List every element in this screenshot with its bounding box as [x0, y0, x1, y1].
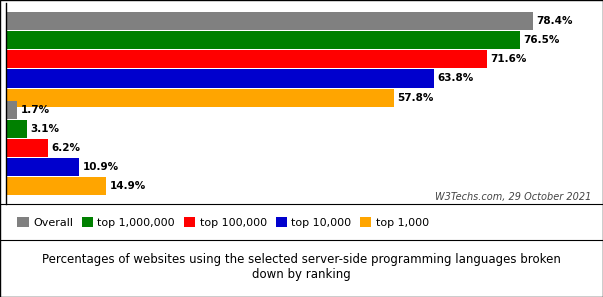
Text: 78.4%: 78.4% — [536, 16, 572, 26]
Bar — [6, 12, 532, 30]
Text: 71.6%: 71.6% — [490, 54, 526, 64]
Bar — [6, 158, 79, 176]
Text: 57.8%: 57.8% — [397, 93, 434, 102]
Legend: Overall, top 1,000,000, top 100,000, top 10,000, top 1,000: Overall, top 1,000,000, top 100,000, top… — [17, 217, 429, 228]
Text: 6.2%: 6.2% — [51, 143, 80, 153]
Text: 63.8%: 63.8% — [438, 73, 474, 83]
Text: Percentages of websites using the selected server-side programming languages bro: Percentages of websites using the select… — [42, 253, 561, 281]
Bar — [6, 120, 27, 138]
Bar — [6, 50, 487, 68]
Bar — [6, 101, 17, 119]
Text: 1.7%: 1.7% — [21, 105, 50, 115]
Bar — [6, 177, 106, 195]
Text: 14.9%: 14.9% — [110, 181, 146, 191]
Text: W3Techs.com, 29 October 2021: W3Techs.com, 29 October 2021 — [435, 192, 591, 202]
Bar — [6, 69, 434, 88]
Bar — [6, 139, 48, 157]
Bar — [6, 31, 520, 49]
Text: 76.5%: 76.5% — [523, 35, 560, 45]
Text: 3.1%: 3.1% — [30, 124, 59, 134]
Bar — [6, 89, 394, 107]
Text: 10.9%: 10.9% — [83, 162, 119, 172]
